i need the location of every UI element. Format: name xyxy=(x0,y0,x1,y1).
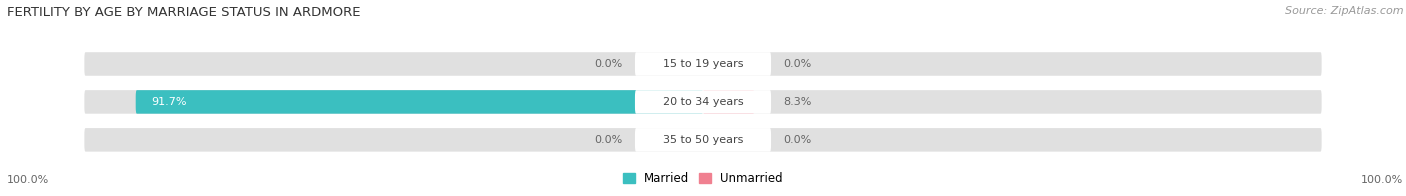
FancyBboxPatch shape xyxy=(136,90,703,114)
Text: 91.7%: 91.7% xyxy=(152,97,187,107)
FancyBboxPatch shape xyxy=(636,52,770,76)
FancyBboxPatch shape xyxy=(703,90,755,114)
FancyBboxPatch shape xyxy=(636,90,770,114)
FancyBboxPatch shape xyxy=(84,52,1322,76)
Text: 15 to 19 years: 15 to 19 years xyxy=(662,59,744,69)
Text: 35 to 50 years: 35 to 50 years xyxy=(662,135,744,145)
FancyBboxPatch shape xyxy=(84,90,1322,114)
Text: Source: ZipAtlas.com: Source: ZipAtlas.com xyxy=(1285,6,1403,16)
Text: 8.3%: 8.3% xyxy=(783,97,811,107)
FancyBboxPatch shape xyxy=(636,128,770,152)
Text: 0.0%: 0.0% xyxy=(595,59,623,69)
Text: 20 to 34 years: 20 to 34 years xyxy=(662,97,744,107)
Text: 0.0%: 0.0% xyxy=(783,135,811,145)
Text: 0.0%: 0.0% xyxy=(595,135,623,145)
Text: FERTILITY BY AGE BY MARRIAGE STATUS IN ARDMORE: FERTILITY BY AGE BY MARRIAGE STATUS IN A… xyxy=(7,6,360,19)
Legend: Married, Unmarried: Married, Unmarried xyxy=(619,168,787,190)
Text: 0.0%: 0.0% xyxy=(783,59,811,69)
FancyBboxPatch shape xyxy=(84,128,1322,152)
Text: 100.0%: 100.0% xyxy=(7,175,49,185)
Text: 100.0%: 100.0% xyxy=(1361,175,1403,185)
